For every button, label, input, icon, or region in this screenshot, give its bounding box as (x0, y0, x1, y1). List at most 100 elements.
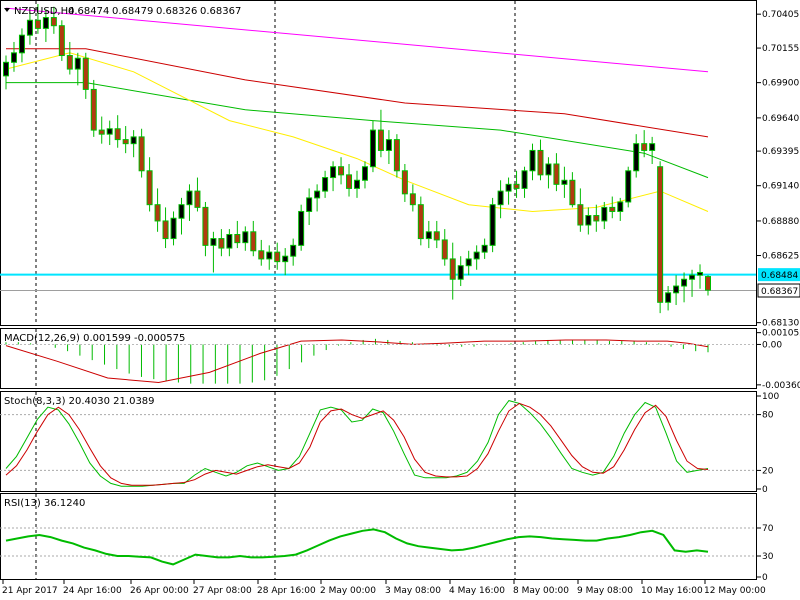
candle (266, 245, 273, 270)
open-value: 0.68474 (68, 6, 109, 17)
candle (681, 272, 688, 303)
candle (473, 245, 480, 270)
candle (393, 134, 400, 178)
stoch-tick-label: 80 (762, 411, 774, 421)
last-price: 0.68367 (761, 287, 798, 297)
candle (545, 157, 552, 189)
candle (330, 161, 337, 192)
candle (202, 201, 209, 257)
candle (433, 220, 440, 249)
candle (689, 269, 696, 297)
high-value: 0.68479 (112, 6, 153, 17)
close-value: 0.68367 (200, 6, 241, 17)
candle (250, 220, 257, 257)
candle (465, 250, 472, 276)
price-tick-label: 0.70405 (762, 10, 799, 20)
stochastic-panel[interactable]: Stoch(8,3,3) 20.4030 21.0389 100 80 20 0 (0, 391, 779, 496)
candle (146, 157, 153, 212)
rsi-line (5, 528, 709, 566)
candle (497, 180, 504, 219)
rsi-panel[interactable]: RSI(13) 36.1240 70 30 0 (0, 493, 774, 584)
candle (162, 207, 169, 249)
last-price-tag (757, 283, 800, 298)
moving-average-0 (5, 7, 709, 73)
time-tick-label: 10 May 16:00 (641, 586, 703, 596)
time-axis: 21 Apr 2017 24 Apr 16:00 26 Apr 00:00 27 Ap… (2, 579, 766, 596)
rsi-series-0 (5, 528, 709, 566)
price-tags: 0.68484 0.68367 (757, 268, 800, 298)
candle (18, 28, 25, 63)
candle (50, 6, 57, 34)
price-panel[interactable]: NZDUSD,H4 0.68474 0.68479 0.68326 0.6836… (0, 0, 800, 329)
macd-tick-label: 0.00 (762, 340, 782, 350)
candle (314, 184, 321, 212)
candle (561, 166, 568, 198)
time-tick-label: 3 May 08:00 (385, 586, 441, 596)
candle (106, 120, 113, 146)
low-value: 0.68326 (156, 6, 197, 17)
candle (194, 177, 201, 212)
candle (34, 4, 41, 34)
candle (130, 130, 137, 158)
candle (26, 12, 33, 45)
symbol-label: NZDUSD,H4 (14, 6, 74, 17)
candle (322, 170, 329, 198)
price-tick-label: 0.68625 (762, 252, 799, 262)
candle (633, 134, 640, 178)
candle (665, 286, 672, 311)
candle (274, 242, 281, 270)
candle (282, 248, 289, 276)
time-tick-label: 24 Apr 16:00 (63, 586, 122, 596)
candle (537, 139, 544, 181)
candle (178, 197, 185, 235)
candle (553, 153, 560, 192)
candle (417, 196, 424, 246)
dropdown-triangle-icon[interactable] (4, 8, 10, 12)
candle (154, 188, 161, 232)
rsi-label: RSI(13) 36.1240 (4, 498, 85, 509)
stoch-series-1 (5, 402, 709, 486)
candle (625, 166, 632, 208)
candle (449, 242, 456, 300)
candle (122, 126, 129, 154)
candle (425, 220, 432, 249)
price-header: NZDUSD,H4 0.68474 0.68479 0.68326 0.6836… (4, 6, 241, 17)
candle (66, 41, 73, 75)
macd-session-lines (35, 329, 516, 388)
candle (58, 20, 65, 61)
price-tick-label: 0.69640 (762, 114, 799, 124)
moving-average-1 (6, 48, 709, 138)
candle (705, 275, 711, 296)
macd-panel[interactable]: MACD(12,26,9) 0.001599 -0.000575 0.00105… (0, 328, 800, 391)
time-tick-label: 2 May 00:00 (320, 586, 376, 596)
candle (82, 52, 89, 99)
candle (521, 166, 528, 198)
stoch-tick-label: 100 (762, 392, 779, 402)
time-tick-label: 12 May 00:00 (704, 586, 766, 596)
candle (609, 196, 616, 219)
candle (226, 229, 233, 257)
candle (98, 116, 105, 144)
price-tick-label: 0.68130 (762, 319, 799, 329)
rsi-session-lines (35, 494, 516, 579)
candle (385, 130, 392, 164)
candle (657, 161, 664, 314)
candle (361, 161, 368, 189)
candle (290, 238, 297, 266)
candle (513, 170, 520, 198)
candle (585, 207, 592, 235)
candle (489, 197, 496, 253)
price-tick-label: 0.69140 (762, 182, 799, 192)
time-tick-label: 9 May 08:00 (577, 586, 633, 596)
candle (3, 55, 9, 90)
macd-axis: 0.0010520.00 -0.003609 (756, 329, 800, 391)
candle (114, 115, 121, 148)
candle (377, 109, 384, 158)
horizontal-line-price-tag (758, 268, 800, 282)
candle (505, 177, 512, 205)
stochastic-lines (5, 400, 709, 487)
candle (354, 170, 360, 198)
rsi-axis: 70 30 0 (756, 524, 774, 583)
candle (649, 136, 656, 164)
